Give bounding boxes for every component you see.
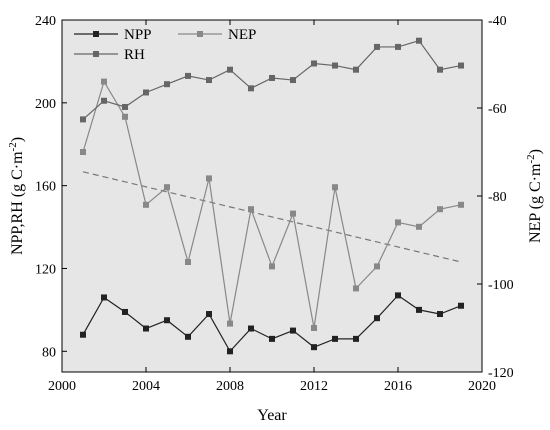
y-left-tick-label: 120 [35,262,56,277]
x-tick-label: 2008 [216,379,244,394]
nep-point [353,285,359,292]
npp-point [122,308,128,315]
nep-point [332,184,338,191]
nep-point [80,149,86,155]
npp-point [353,335,359,342]
npp-point [290,327,296,334]
y-left-tick-label: 80 [42,345,56,360]
nep-point [269,263,275,270]
series-npp [80,292,464,355]
nep-point [143,201,149,208]
npp-point [332,335,338,342]
npp-point [185,333,191,340]
legend-nep-label: NEP [228,27,256,43]
npp-point [80,331,86,338]
rh-point [248,85,254,92]
rh-point [458,62,464,69]
rh-point [437,66,443,73]
nep-point [122,113,128,120]
nep-point [290,210,296,217]
rh-point [143,89,149,96]
rh-point [80,116,86,123]
rh-point [164,81,170,88]
rh-point [227,66,233,73]
rh-point [206,77,212,84]
nep-point [101,78,107,85]
y-axis-left-title: NPP,RH (g C·m-2) [7,137,26,255]
legend-npp-label: NPP [124,27,152,43]
rh-point [269,74,275,81]
nep-point [248,206,254,213]
npp-point [206,311,212,318]
rh-point [101,97,107,104]
rh-point [395,43,401,50]
nep-trendline [82,171,462,263]
series-rh [80,37,464,123]
legend-npp-marker [93,31,99,37]
nep-point [227,320,233,327]
npp-point [269,335,275,342]
nep-point [185,259,191,265]
nep-point [395,219,401,226]
npp-point [437,311,443,318]
y-right-tick-label: -40 [488,14,507,29]
npp-point [395,292,401,299]
y-left-tick-label: 200 [35,97,56,112]
npp-point [248,325,254,332]
y-axis-right-title: NEP (g C·m-2) [525,149,544,243]
rh-point [374,43,380,50]
nep-point [206,175,212,182]
y-right-tick-label: -60 [488,102,507,117]
rh-point [353,66,359,73]
series-nep [80,78,464,331]
x-axis-title: Year [257,407,287,424]
legend-rh-marker [93,51,99,57]
nep-point [374,263,380,270]
npp-point [164,317,170,324]
y-right-tick-label: -100 [488,278,514,293]
x-tick-label: 2012 [300,379,328,394]
y-right-tick-label: -120 [488,366,514,381]
npp-point [416,306,422,313]
nep-point [164,184,170,191]
legend: NPP NEP RH [74,27,256,63]
npp-point [374,315,380,322]
nep-point [416,223,422,230]
x-tick-label: 2020 [468,379,496,394]
npp-point [227,348,233,355]
y-left-tick-label: 160 [35,180,56,195]
nep-point [458,201,464,208]
nep-point [311,325,317,331]
x-tick-label: 2004 [132,379,160,394]
rh-point [332,62,338,69]
x-tick-label: 2000 [48,379,76,394]
rh-point [185,72,191,79]
nep-point [437,206,443,213]
y-left-tick-label: 240 [35,14,56,29]
npp-point [311,344,317,351]
x-tick-label: 2016 [384,379,412,394]
npp-point [458,302,464,309]
legend-nep-marker [197,31,203,37]
y-right-tick-label: -80 [488,190,507,205]
npp-point [101,294,107,301]
npp-point [143,325,149,332]
rh-point [311,60,317,67]
legend-rh-label: RH [124,47,145,63]
rh-point [290,77,296,84]
rh-point [122,103,128,110]
rh-point [416,37,422,44]
plot-background [62,20,482,372]
